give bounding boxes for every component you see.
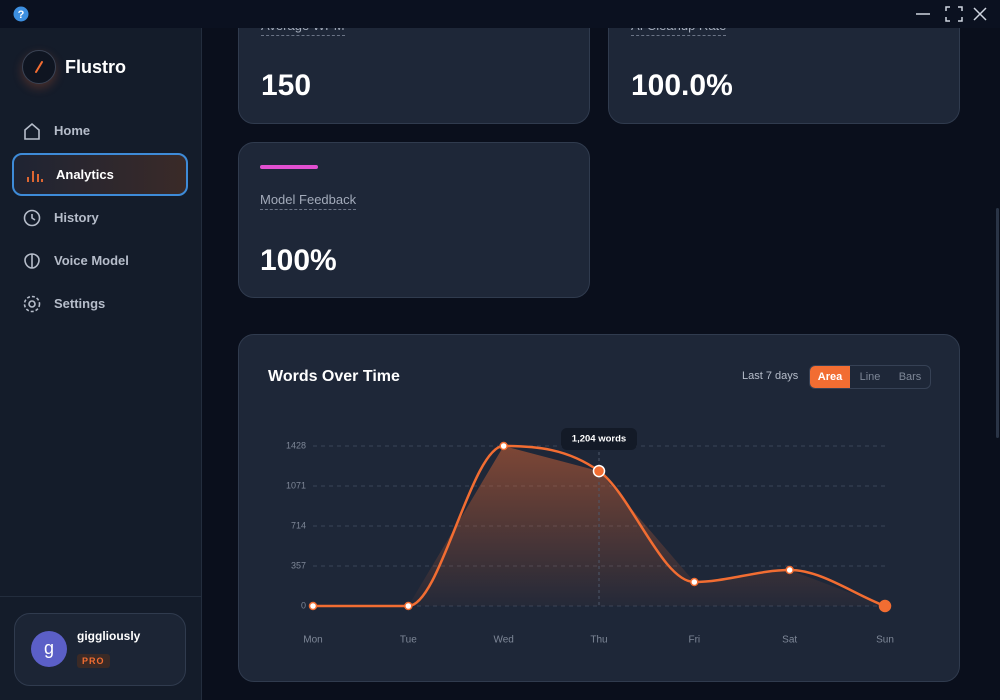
nav-item[interactable]: Settings	[12, 282, 188, 325]
tooltip-text: 1,204 words	[572, 434, 626, 445]
mode-button[interactable]: Line	[859, 371, 881, 383]
chart: 0 357 714 1071 1428 Mon Tue Wed Thu Fri Sat Sun 1,20…	[286, 428, 894, 646]
nav-label: History	[54, 210, 99, 225]
sidebar: Flustro Home Analytics History Voice Mod…	[0, 28, 202, 700]
x-tick-label: Sat	[782, 635, 797, 646]
scrollbar[interactable]	[996, 208, 999, 438]
accent-bar	[260, 165, 318, 169]
stat-value: 100%	[260, 244, 337, 277]
help-icon[interactable]: ?	[13, 6, 29, 22]
user-card[interactable]: g giggliously PRO	[14, 613, 186, 686]
x-tick-label: Thu	[590, 635, 607, 646]
data-point	[878, 599, 892, 613]
stat-value: 150	[261, 69, 312, 102]
x-tick-label: Fri	[688, 635, 700, 646]
tooltip-box	[561, 428, 637, 450]
title-bar: ?	[0, 0, 1000, 28]
logo	[22, 50, 56, 84]
nav-label: Voice Model	[54, 253, 129, 268]
y-tick-label: 0	[301, 600, 306, 610]
data-point	[308, 601, 318, 611]
data-point	[404, 601, 413, 611]
avatar: g	[31, 631, 67, 667]
x-tick-label: Sun	[876, 635, 894, 646]
brand: Flustro	[65, 57, 126, 77]
plan-badge: PRO	[77, 654, 110, 668]
data-point	[785, 565, 794, 575]
nav-item[interactable]: Home	[12, 109, 188, 152]
y-tick-label: 1428	[286, 440, 306, 450]
nav-label: Settings	[54, 296, 106, 311]
stat-card: Model Feedback 100%	[238, 142, 590, 298]
mode-button[interactable]: Area	[810, 366, 850, 388]
svg-text:?: ?	[18, 9, 25, 21]
x-tick-label: Tue	[400, 635, 417, 646]
chart-title: Words Over Time	[268, 368, 400, 385]
data-point	[592, 464, 606, 478]
nav-item[interactable]: Analytics	[12, 153, 188, 196]
user-name: giggliously	[77, 629, 141, 643]
window-controls[interactable]	[914, 5, 994, 23]
stat-value: 100.0%	[631, 69, 733, 102]
chart-card: Words Over Time Last 7 days Area Line Bars…	[238, 334, 960, 682]
mode-button[interactable]: Bars	[898, 371, 922, 383]
nav-label: Analytics	[56, 167, 114, 182]
data-point	[690, 577, 699, 587]
stat-label: Model Feedback	[260, 192, 357, 210]
nav-item[interactable]: Voice Model	[12, 239, 188, 282]
x-tick-label: Wed	[493, 635, 513, 646]
x-tick-label: Mon	[303, 635, 322, 646]
nav-item[interactable]: History	[12, 196, 188, 239]
data-point	[499, 441, 508, 451]
nav-label: Home	[54, 123, 91, 138]
range-label: Last 7 days	[742, 370, 799, 382]
mode-toggle: Area Line Bars	[809, 365, 931, 389]
y-tick-label: 357	[291, 560, 306, 570]
y-tick-label: 714	[291, 520, 306, 530]
y-tick-label: 1071	[286, 480, 306, 490]
